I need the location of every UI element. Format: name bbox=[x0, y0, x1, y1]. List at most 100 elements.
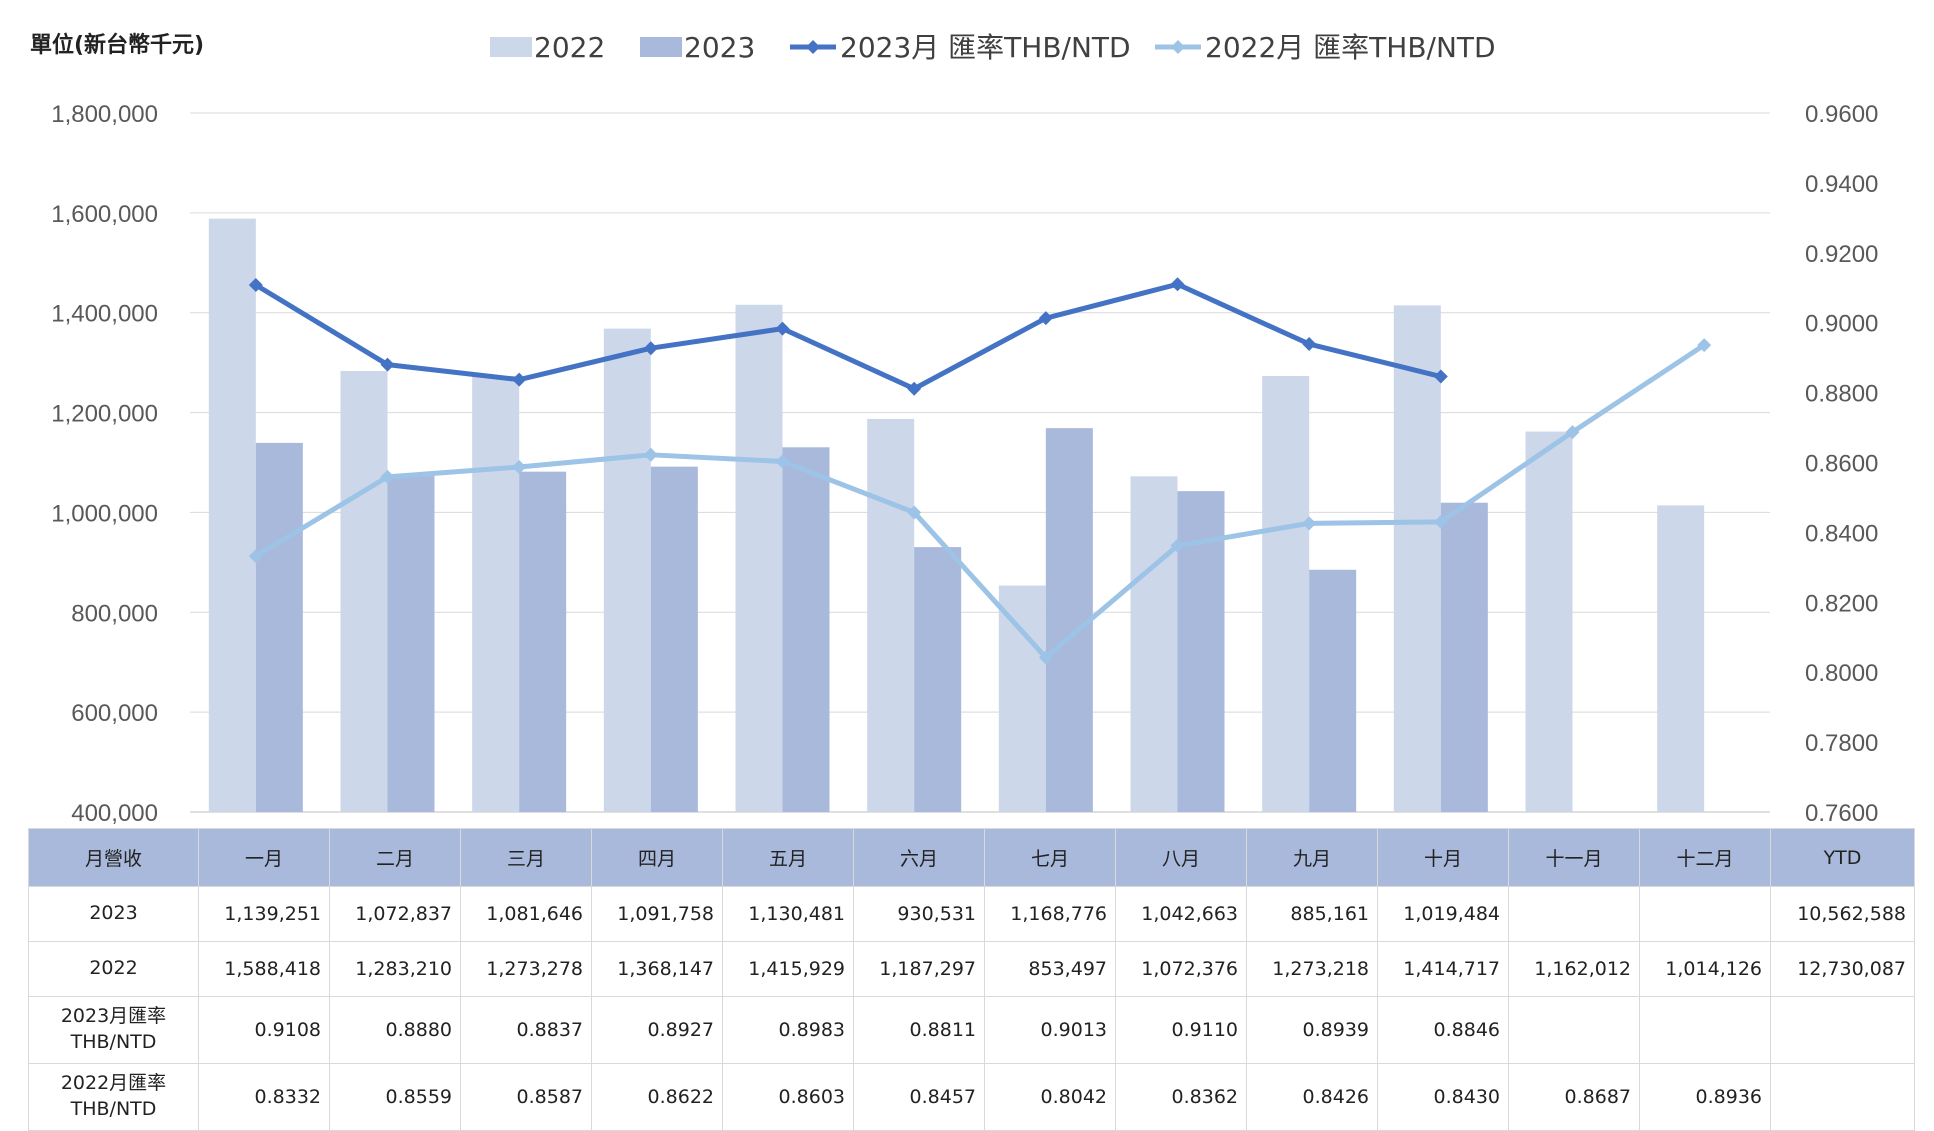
table-cell: 1,273,218 bbox=[1246, 941, 1378, 997]
table-cell: 1,273,278 bbox=[460, 941, 592, 997]
bar-2023 bbox=[914, 547, 962, 812]
bar-2022 bbox=[472, 375, 520, 812]
table-column-header: 五月 bbox=[722, 828, 854, 887]
bar-2022 bbox=[208, 218, 256, 812]
table-cell: 0.8362 bbox=[1115, 1063, 1247, 1131]
table-cell: 1,139,251 bbox=[198, 886, 330, 942]
bar-series bbox=[208, 218, 1705, 812]
right-tick-label: 0.8800 bbox=[1805, 381, 1878, 408]
table-cell: 0.8927 bbox=[591, 996, 723, 1064]
revenue-data-table: 月營收 一月 二月 三月 四月 五月 六月 七月 八月 九月 十月 十一月 十二月 YTD 2023 1,1… bbox=[28, 828, 1915, 1131]
bar-2022 bbox=[735, 304, 783, 812]
table-cell bbox=[1508, 886, 1640, 942]
point-2023月 匯率THB/NTD bbox=[775, 321, 790, 336]
point-2022月 匯率THB/NTD bbox=[512, 460, 527, 475]
table-column-header: 二月 bbox=[329, 828, 461, 887]
point-2023月 匯率THB/NTD bbox=[1170, 277, 1185, 292]
table-cell: 0.8846 bbox=[1377, 996, 1509, 1064]
point-2022月 匯率THB/NTD bbox=[1170, 538, 1185, 553]
point-2022月 匯率THB/NTD bbox=[907, 505, 922, 520]
point-2022月 匯率THB/NTD bbox=[248, 549, 263, 564]
left-axis: 400,000 600,000 800,000 1,000,000 1,200,000 1… bbox=[51, 101, 158, 827]
table-row: 2023月匯率 THB/NTD 0.9108 0.8880 0.8837 0.8927 0… bbox=[28, 996, 1915, 1064]
line-2022月 匯率THB/NTD bbox=[254, 342, 1706, 661]
table-cell bbox=[1508, 996, 1640, 1064]
table-cell: 1,283,210 bbox=[329, 941, 461, 997]
unit-label: 單位(新台幣千元) bbox=[30, 32, 204, 58]
table-cell: 1,081,646 bbox=[460, 886, 592, 942]
table-column-header: 七月 bbox=[984, 828, 1116, 887]
table-cell: 0.8042 bbox=[984, 1063, 1116, 1131]
line-series bbox=[248, 277, 1712, 665]
bar-2022 bbox=[1657, 505, 1705, 812]
table-column-header: 九月 bbox=[1246, 828, 1378, 887]
table-cell: 0.8687 bbox=[1508, 1063, 1640, 1131]
table-cell: 10,562,588 bbox=[1770, 886, 1915, 942]
left-tick-label: 1,200,000 bbox=[51, 401, 158, 428]
point-2023月 匯率THB/NTD bbox=[1038, 311, 1053, 326]
point-2023月 匯率THB/NTD bbox=[643, 341, 658, 356]
point-2022月 匯率THB/NTD bbox=[1433, 514, 1448, 529]
bar-2023 bbox=[782, 447, 830, 812]
table-cell: 0.8837 bbox=[460, 996, 592, 1064]
table-cell: 1,014,126 bbox=[1639, 941, 1771, 997]
table-cell: 0.8983 bbox=[722, 996, 854, 1064]
table-cell: 0.8603 bbox=[722, 1063, 854, 1131]
table-column-header: 四月 bbox=[591, 828, 723, 887]
left-tick-label: 1,000,000 bbox=[51, 500, 158, 527]
table-cell: 0.8939 bbox=[1246, 996, 1378, 1064]
bar-2023 bbox=[1440, 502, 1488, 812]
row-label: 2022月匯率 THB/NTD bbox=[28, 1063, 199, 1131]
right-tick-label: 0.7600 bbox=[1805, 800, 1878, 827]
table-cell: 0.9110 bbox=[1115, 996, 1247, 1064]
right-tick-label: 0.8200 bbox=[1805, 590, 1878, 617]
table-cell: 1,091,758 bbox=[591, 886, 723, 942]
table-cell: 1,019,484 bbox=[1377, 886, 1509, 942]
table-cell: 0.9108 bbox=[198, 996, 330, 1064]
table-column-header: 一月 bbox=[198, 828, 330, 887]
point-2022月 匯率THB/NTD bbox=[643, 447, 658, 462]
right-axis: 0.7600 0.7800 0.8000 0.8200 0.8400 0.8600 0.88… bbox=[1805, 101, 1878, 827]
table-corner-header: 月營收 bbox=[28, 828, 199, 887]
right-tick-label: 0.8400 bbox=[1805, 520, 1878, 547]
gridlines bbox=[190, 112, 1770, 813]
table-column-header: 六月 bbox=[853, 828, 985, 887]
table-cell: 853,497 bbox=[984, 941, 1116, 997]
bar-2022 bbox=[1393, 305, 1441, 812]
table-cell bbox=[1639, 886, 1771, 942]
bar-2022 bbox=[1130, 476, 1178, 812]
bar-2023 bbox=[255, 442, 303, 812]
table-cell: 0.8587 bbox=[460, 1063, 592, 1131]
line-2023月 匯率THB/NTD bbox=[254, 281, 1442, 392]
chart-legend: 2022 2023 2023月 匯率THB/NTD 2022月 匯率THB/NTD bbox=[490, 31, 1496, 64]
right-tick-label: 0.9600 bbox=[1805, 101, 1878, 128]
table-cell: 0.8426 bbox=[1246, 1063, 1378, 1131]
legend-marker bbox=[1171, 40, 1185, 54]
table-cell: 1,414,717 bbox=[1377, 941, 1509, 997]
table-cell: 0.8332 bbox=[198, 1063, 330, 1131]
table-cell: 0.8457 bbox=[853, 1063, 985, 1131]
bar-2022 bbox=[340, 371, 388, 812]
table-cell: 0.8811 bbox=[853, 996, 985, 1064]
point-2022月 匯率THB/NTD bbox=[1302, 516, 1317, 531]
table-cell: 1,368,147 bbox=[591, 941, 723, 997]
bar-2022 bbox=[603, 328, 651, 812]
left-tick-label: 1,400,000 bbox=[51, 301, 158, 328]
point-2022月 匯率THB/NTD bbox=[380, 469, 395, 484]
legend-label: 2023 bbox=[684, 31, 755, 64]
legend-swatch bbox=[640, 37, 682, 57]
bar-2022 bbox=[1525, 431, 1573, 812]
bar-2022 bbox=[1262, 376, 1310, 812]
table-cell: 1,588,418 bbox=[198, 941, 330, 997]
table-column-header: 三月 bbox=[460, 828, 592, 887]
left-tick-label: 1,800,000 bbox=[51, 101, 158, 128]
table-cell: 1,072,837 bbox=[329, 886, 461, 942]
table-cell: 12,730,087 bbox=[1770, 941, 1915, 997]
row-label: 2023 bbox=[28, 886, 199, 942]
table-row: 2023 1,139,251 1,072,837 1,081,646 1,091,758… bbox=[28, 886, 1915, 942]
table-cell: 0.8559 bbox=[329, 1063, 461, 1131]
bar-2023 bbox=[519, 471, 567, 812]
legend-label: 2022 bbox=[534, 31, 605, 64]
left-tick-label: 800,000 bbox=[71, 600, 158, 627]
table-cell: 0.8622 bbox=[591, 1063, 723, 1131]
